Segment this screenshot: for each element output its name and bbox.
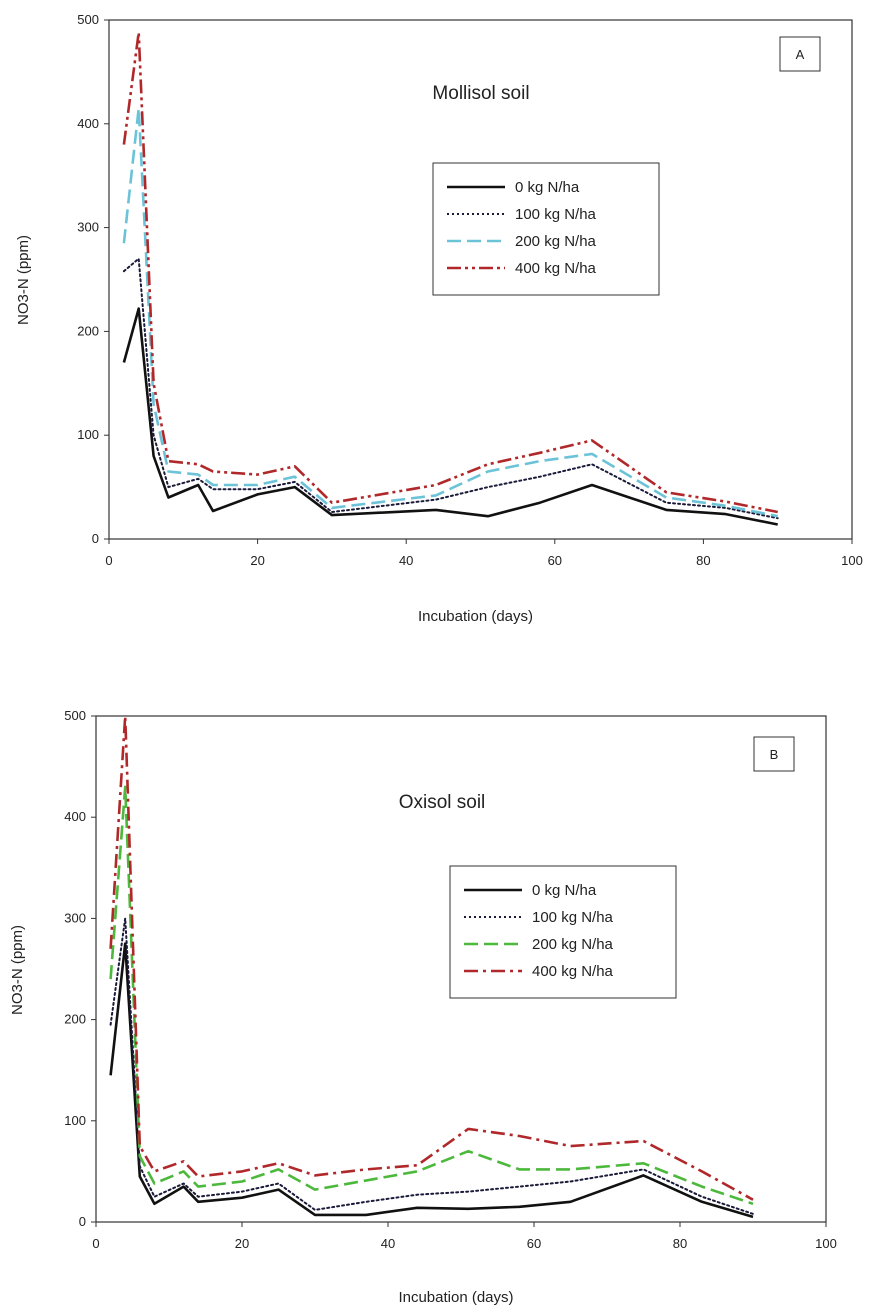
x-tick-label: 20 — [235, 1236, 249, 1251]
x-tick-label: 80 — [673, 1236, 687, 1251]
x-tick-label: 100 — [841, 553, 863, 568]
panel-label: B — [770, 747, 779, 762]
y-tick-label: 100 — [64, 1113, 86, 1128]
panel-label-box — [753, 736, 795, 772]
x-tick-label: 40 — [381, 1236, 395, 1251]
y-tick-label: 0 — [92, 531, 99, 546]
x-tick-label: 20 — [250, 553, 264, 568]
x-tick-label: 40 — [399, 553, 413, 568]
x-axis-label: Incubation (days) — [418, 608, 533, 625]
plot-frame — [95, 715, 827, 1223]
legend-label: 0 kg N/ha — [515, 179, 580, 196]
series-line-400-kg-n-ha — [109, 714, 754, 1201]
y-tick-label: 200 — [64, 1012, 86, 1027]
legend-label: 200 kg N/ha — [515, 233, 597, 250]
x-tick-label: 0 — [92, 1236, 99, 1251]
y-tick-label: 200 — [77, 323, 99, 338]
series-line-200-kg-n-ha — [122, 106, 778, 518]
series-line-100-kg-n-ha — [122, 257, 779, 520]
x-tick-label: 100 — [815, 1236, 837, 1251]
series-line-100-kg-n-ha — [109, 917, 754, 1215]
panel-label: A — [796, 47, 805, 62]
x-tick-label: 0 — [105, 553, 112, 568]
plot-frame — [108, 19, 853, 540]
series-line-0-kg-n-ha — [109, 942, 754, 1219]
legend-label: 100 kg N/ha — [532, 909, 614, 926]
y-tick-label: 400 — [77, 116, 99, 131]
y-tick-label: 300 — [77, 220, 99, 235]
legend-label: 100 kg N/ha — [515, 206, 597, 223]
chart-title: Oxisol soil — [399, 792, 486, 813]
legend-box — [432, 162, 660, 296]
panel-label-box — [779, 36, 821, 72]
y-tick-label: 500 — [64, 708, 86, 723]
series-line-400-kg-n-ha — [122, 31, 778, 514]
x-tick-label: 60 — [527, 1236, 541, 1251]
legend-label: 400 kg N/ha — [532, 963, 614, 980]
y-axis-label: NO3-N (ppm) — [15, 235, 32, 325]
y-tick-label: 0 — [79, 1214, 86, 1229]
legend-label: 200 kg N/ha — [532, 936, 614, 953]
series-line-200-kg-n-ha — [109, 785, 754, 1206]
chart-title: Mollisol soil — [432, 83, 529, 104]
y-tick-label: 400 — [64, 809, 86, 824]
y-tick-label: 500 — [77, 12, 99, 27]
x-tick-label: 60 — [548, 553, 562, 568]
x-axis-label: Incubation (days) — [398, 1289, 513, 1306]
legend-label: 0 kg N/ha — [532, 882, 597, 899]
y-tick-label: 300 — [64, 910, 86, 925]
x-tick-label: 80 — [696, 553, 710, 568]
series-line-0-kg-n-ha — [122, 307, 778, 526]
legend-box — [449, 865, 677, 999]
y-axis-label: NO3-N (ppm) — [9, 925, 26, 1015]
legend-label: 400 kg N/ha — [515, 260, 597, 277]
y-tick-label: 100 — [77, 427, 99, 442]
